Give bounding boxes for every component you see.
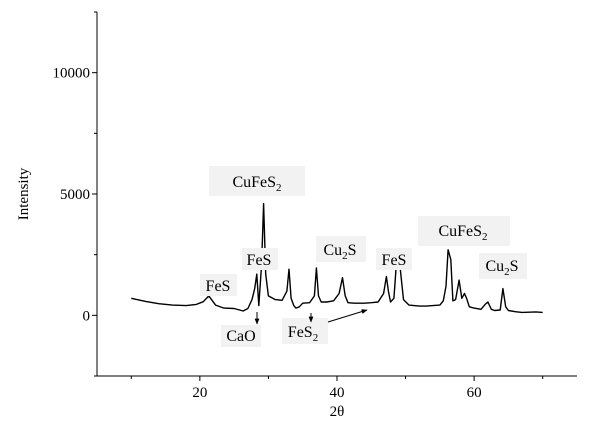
- peak-label-background: [316, 236, 366, 262]
- x-tick-label: 60: [467, 385, 482, 401]
- peak-label: CuFeS2: [209, 166, 305, 196]
- peak-label-text: Cu2S: [323, 242, 356, 262]
- peak-label-background: [200, 274, 237, 296]
- x-axis-title: 2θ: [330, 404, 345, 420]
- peak-label-text: FeS: [247, 252, 272, 269]
- y-tick-label: 10000: [53, 66, 91, 82]
- series-line: [131, 203, 543, 314]
- y-tick-label: 0: [83, 308, 91, 324]
- peak-label-background: [376, 248, 412, 270]
- peak-label-text: CaO: [226, 328, 255, 345]
- peak-label-text: FeS: [382, 252, 407, 269]
- fes2-arrow-2: [327, 309, 368, 323]
- peak-label: FeS2: [282, 318, 328, 344]
- y-tick-label: 5000: [60, 187, 90, 203]
- peak-label-background: [418, 216, 510, 246]
- chart-annotations: FeS FeS CuFeS2 Cu2S FeS CuFeS2 Cu2S CaO FeS2: [200, 166, 527, 347]
- peak-label-background: [479, 253, 527, 279]
- y-axis-title: Intensity: [16, 167, 32, 220]
- peak-label: CaO: [221, 325, 261, 347]
- chart-plot-area: [131, 203, 543, 314]
- peak-label: FeS: [200, 274, 237, 296]
- x-tick-label: 20: [192, 385, 207, 401]
- peak-label: CuFeS2: [418, 216, 510, 246]
- peak-label: FeS: [376, 248, 412, 270]
- chart-axes: [96, 12, 577, 377]
- chart-ticks: 20 40 60 0 5000 10000: [53, 11, 544, 401]
- peak-label: FeS: [242, 248, 278, 270]
- peak-label: Cu2S: [479, 253, 527, 279]
- peak-label-background: [242, 248, 278, 270]
- peak-label-text: FeS2: [288, 324, 318, 344]
- peak-label-text: CuFeS2: [438, 223, 487, 243]
- peak-label-background: [282, 318, 328, 344]
- peak-label-background: [209, 166, 305, 196]
- peak-label: Cu2S: [316, 236, 366, 262]
- x-tick-label: 40: [330, 385, 345, 401]
- peak-label-text: CuFeS2: [232, 174, 281, 194]
- peak-label-text: Cu2S: [485, 258, 518, 278]
- peak-label-text: FeS: [206, 278, 231, 295]
- peak-label-background: [221, 325, 261, 347]
